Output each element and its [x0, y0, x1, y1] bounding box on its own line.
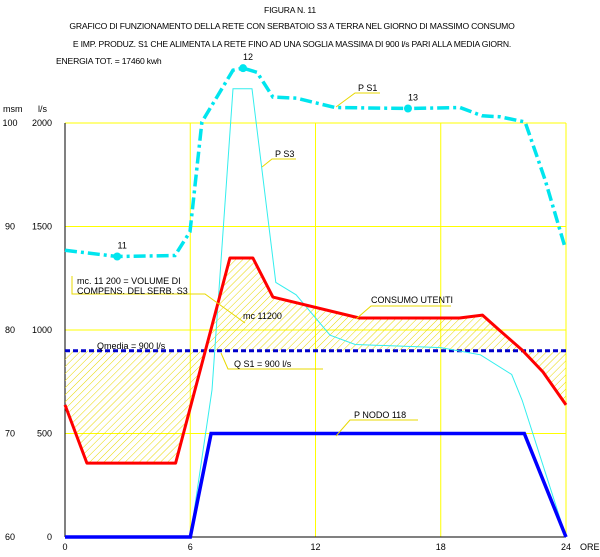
annotation-volume-2: COMPENS. DEL SERB. S3	[77, 286, 188, 296]
leader-ps3	[261, 158, 296, 168]
series-group: 11 12 13	[63, 52, 568, 539]
series-p-nodo-118	[65, 431, 568, 539]
marker-label: 13	[408, 93, 418, 103]
y-tick-label-pressure: 60	[5, 532, 15, 542]
annotation-qmedia: Qmedia = 900 l/s	[97, 341, 166, 351]
x-tick-label: 0	[62, 542, 67, 552]
annotation-consumo: CONSUMO UTENTI	[371, 295, 453, 305]
energy-total: ENERGIA TOT. = 17460 kwh	[56, 56, 162, 66]
series-p-s3	[65, 88, 567, 538]
figure-number: FIGURA N. 11	[264, 5, 316, 15]
marker-point	[239, 64, 248, 73]
y-tick-label-pressure: 70	[5, 429, 15, 439]
marker-label: 12	[243, 52, 253, 62]
annotation-ps1: P S1	[358, 83, 377, 93]
annotation-mc: mc 11200	[243, 311, 282, 321]
marker-label: 11	[118, 241, 127, 251]
x-tick-label: 6	[188, 542, 193, 552]
y-tick-label-flow: 500	[37, 429, 52, 439]
x-tick-label: 24	[561, 542, 571, 552]
x-tick-label: 18	[436, 542, 446, 552]
annotations	[71, 92, 451, 437]
title-line-1: GRAFICO DI FUNZIONAMENTO DELLA RETE CON …	[69, 21, 515, 31]
series-consumo-utenti	[63, 256, 568, 465]
ticks: 0 6 12 18 24 0 500 1000 1500 2000 60 70 80 90 100	[2, 118, 571, 552]
y-label-msm: msm	[3, 104, 23, 114]
y-tick-label-pressure: 80	[5, 325, 15, 335]
annotation-nodo: P NODO 118	[354, 410, 406, 420]
x-label: ORE	[580, 542, 600, 552]
leader-ps1	[335, 92, 380, 108]
marker-point	[403, 104, 412, 113]
y-tick-label-flow: 1000	[32, 325, 52, 335]
y-label-flow: l/s	[38, 104, 48, 114]
series-p-s1	[64, 66, 567, 259]
title-line-2: E IMP. PRODUZ. S1 CHE ALIMENTA LA RETE F…	[73, 39, 511, 49]
leader-consumo	[355, 305, 451, 320]
annotation-volume-1: mc. 11 200 = VOLUME DI	[77, 276, 181, 286]
annotation-qs1: Q S1 = 900 l/s	[234, 359, 292, 369]
marker-point	[113, 252, 122, 261]
hatch-fill	[65, 258, 566, 464]
annotation-ps3: P S3	[275, 149, 294, 159]
y-tick-label-flow: 1500	[32, 222, 52, 232]
y-tick-label-pressure: 100	[2, 118, 17, 128]
y-tick-label-pressure: 90	[5, 222, 15, 232]
leader-volume	[71, 276, 246, 324]
y-tick-label-flow: 0	[47, 532, 52, 542]
leader-qs1	[220, 352, 323, 370]
x-tick-label: 12	[310, 542, 320, 552]
leader-nodo	[335, 419, 418, 437]
hatched-area	[65, 258, 566, 464]
y-tick-label-flow: 2000	[32, 118, 52, 128]
